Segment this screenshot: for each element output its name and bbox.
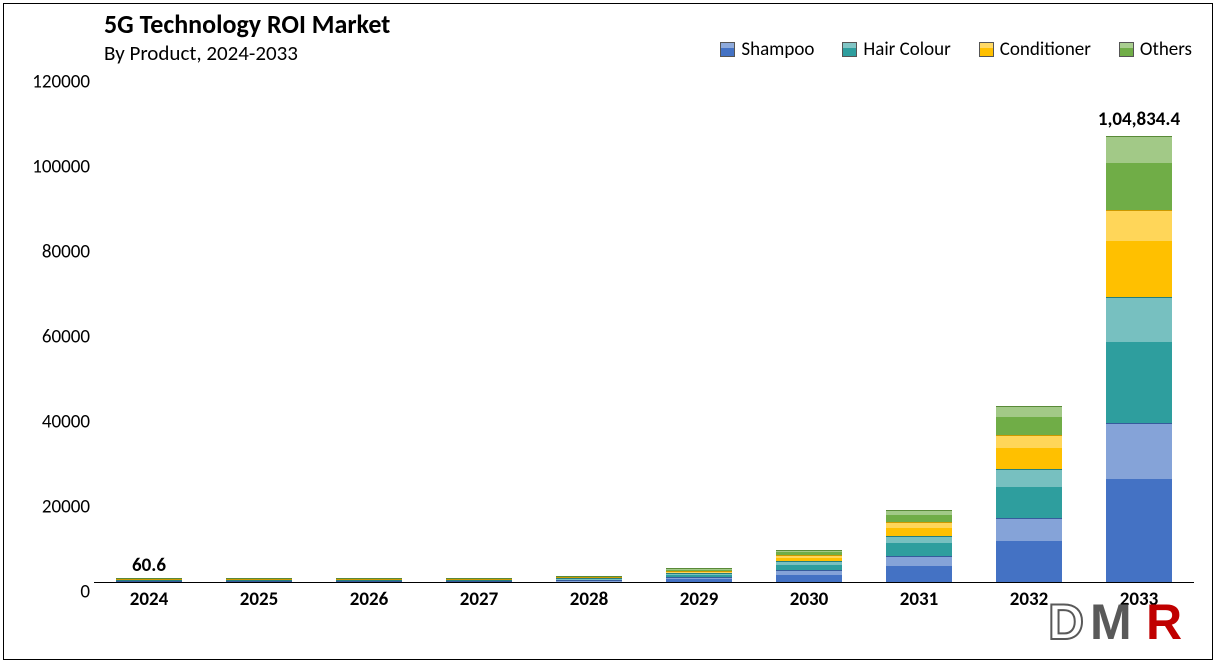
- seg-hair_colour: [776, 561, 842, 570]
- bar-2026: [336, 72, 402, 582]
- chart-subtitle: By Product, 2024-2033: [104, 40, 390, 66]
- legend-label-conditioner: Conditioner: [1000, 38, 1091, 61]
- x-label-2025: 2025: [214, 588, 304, 611]
- seg-others: [666, 568, 732, 570]
- seg-others: [446, 578, 512, 579]
- seg-hair_colour: [996, 469, 1062, 518]
- seg-hair_colour: [336, 580, 402, 581]
- bar-2025: [226, 72, 292, 582]
- seg-others: [336, 578, 402, 579]
- seg-others: [776, 550, 842, 555]
- x-label-2029: 2029: [654, 588, 744, 611]
- x-axis-line: [94, 582, 1194, 583]
- seg-others: [556, 576, 622, 577]
- seg-hair_colour: [556, 578, 622, 580]
- seg-hair_colour: [1106, 297, 1172, 422]
- seg-hair_colour: [446, 580, 512, 581]
- y-tick-label: 20000: [22, 496, 90, 519]
- chart-title: 5G Technology ROI Market: [104, 8, 390, 40]
- bar-2033: [1106, 72, 1172, 582]
- x-label-2024: 2024: [104, 588, 194, 611]
- svg-text:R: R: [1146, 594, 1182, 650]
- legend-item-shampoo: Shampoo: [720, 38, 814, 61]
- bar-2031: [886, 72, 952, 582]
- legend-swatch-conditioner: [979, 42, 994, 57]
- y-tick-label: 60000: [22, 326, 90, 349]
- annotation-2033: 1,04,834.4: [1079, 108, 1199, 131]
- seg-conditioner: [116, 579, 182, 580]
- x-label-2028: 2028: [544, 588, 634, 611]
- seg-shampoo: [996, 518, 1062, 582]
- legend-swatch-others: [1119, 42, 1134, 57]
- seg-conditioner: [886, 522, 952, 536]
- bars-container: [94, 72, 1194, 582]
- legend-label-hair-colour: Hair Colour: [863, 38, 950, 61]
- seg-others: [116, 578, 182, 579]
- seg-conditioner: [556, 577, 622, 578]
- seg-others: [1106, 136, 1172, 210]
- seg-others: [996, 406, 1062, 436]
- x-label-2027: 2027: [434, 588, 524, 611]
- y-tick-label: 0: [22, 581, 90, 604]
- seg-hair_colour: [666, 573, 732, 577]
- y-tick-label: 80000: [22, 241, 90, 264]
- legend-swatch-shampoo: [720, 42, 735, 57]
- bar-2029: [666, 72, 732, 582]
- bar-2028: [556, 72, 622, 582]
- x-label-2030: 2030: [764, 588, 854, 611]
- legend-item-others: Others: [1119, 38, 1192, 61]
- bar-2030: [776, 72, 842, 582]
- legend-item-conditioner: Conditioner: [979, 38, 1091, 61]
- seg-conditioner: [666, 571, 732, 574]
- y-tick-label: 120000: [22, 71, 90, 94]
- seg-others: [226, 578, 292, 579]
- seg-conditioner: [996, 435, 1062, 469]
- bar-2024: [116, 72, 182, 582]
- chart-frame: 5G Technology ROI Market By Product, 202…: [3, 3, 1213, 660]
- seg-hair_colour: [116, 580, 182, 581]
- plot-area: 020000400006000080000100000120000 202420…: [94, 72, 1194, 582]
- seg-others: [886, 510, 952, 522]
- svg-text:D: D: [1048, 594, 1084, 650]
- y-tick-label: 40000: [22, 411, 90, 434]
- bar-2032: [996, 72, 1062, 582]
- legend: Shampoo Hair Colour Conditioner Others: [720, 38, 1192, 61]
- seg-shampoo: [886, 556, 952, 582]
- legend-label-others: Others: [1140, 38, 1192, 61]
- seg-conditioner: [776, 555, 842, 561]
- x-label-2026: 2026: [324, 588, 414, 611]
- seg-conditioner: [336, 579, 402, 580]
- legend-swatch-hair-colour: [842, 42, 857, 57]
- legend-item-hair-colour: Hair Colour: [842, 38, 950, 61]
- dmr-logo-svg: D M R: [1048, 591, 1198, 651]
- seg-hair_colour: [886, 536, 952, 556]
- seg-conditioner: [446, 579, 512, 580]
- legend-label-shampoo: Shampoo: [741, 38, 814, 61]
- svg-text:M: M: [1090, 594, 1132, 650]
- seg-conditioner: [226, 579, 292, 580]
- dmr-logo: D M R: [1048, 591, 1198, 651]
- seg-conditioner: [1106, 210, 1172, 297]
- bar-2027: [446, 72, 512, 582]
- seg-shampoo: [776, 570, 842, 582]
- seg-hair_colour: [226, 580, 292, 581]
- x-label-2031: 2031: [874, 588, 964, 611]
- seg-shampoo: [1106, 423, 1172, 582]
- y-tick-label: 100000: [22, 156, 90, 179]
- y-axis: 020000400006000080000100000120000: [22, 72, 90, 582]
- annotation-2024: 60.6: [89, 554, 209, 577]
- chart-titles: 5G Technology ROI Market By Product, 202…: [104, 8, 390, 66]
